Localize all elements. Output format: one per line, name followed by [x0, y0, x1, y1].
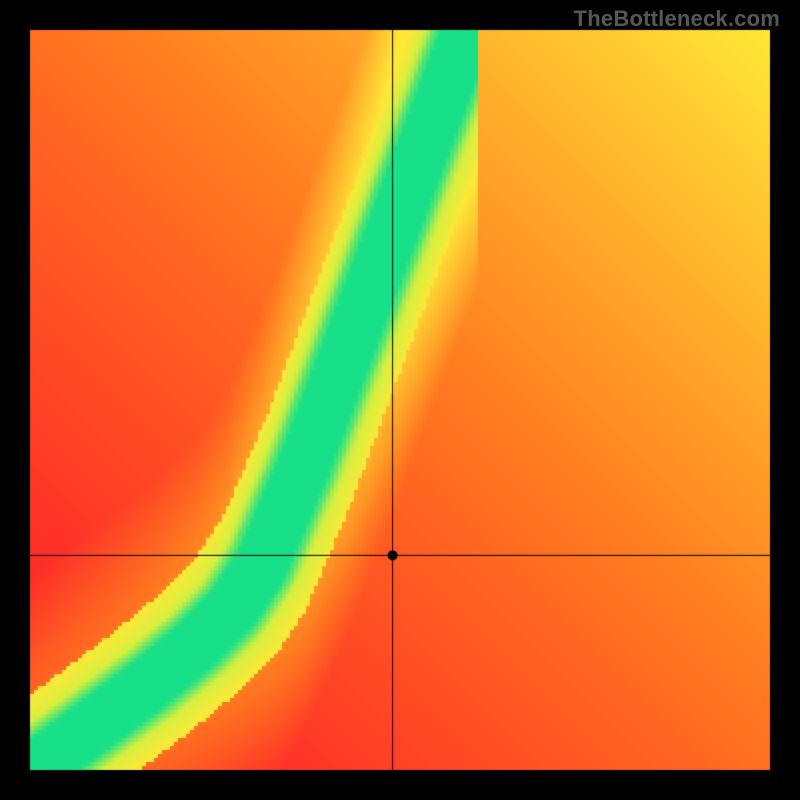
source-watermark: TheBottleneck.com: [574, 6, 780, 32]
bottleneck-heatmap-canvas: [0, 0, 800, 800]
chart-container: TheBottleneck.com: [0, 0, 800, 800]
